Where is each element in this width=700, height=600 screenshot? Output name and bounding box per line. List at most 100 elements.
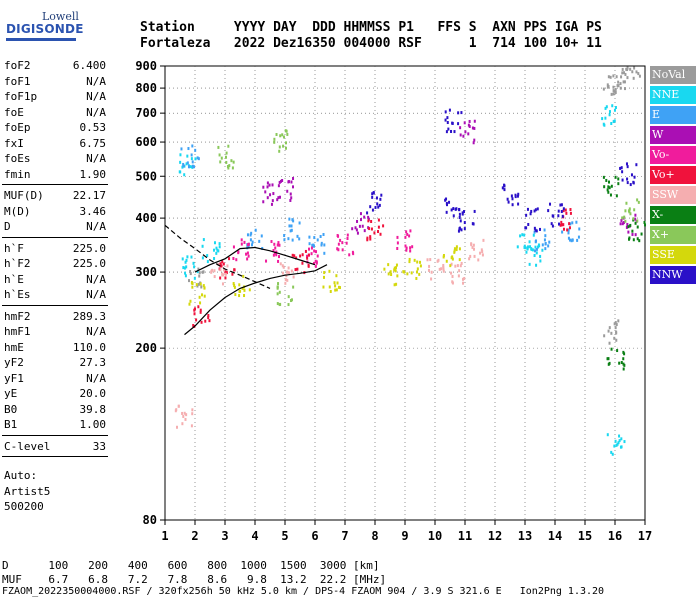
echo-mark-vo- — [224, 270, 227, 274]
echo-mark-nne — [189, 165, 192, 169]
echo-mark-e — [568, 238, 571, 242]
echo-mark-w — [354, 226, 357, 230]
header-value: 714 — [492, 36, 524, 51]
param-value: 27.3 — [79, 356, 107, 369]
echo-mark-e — [544, 247, 547, 251]
echo-mark-x- — [607, 190, 610, 194]
echo-mark-sse — [336, 281, 339, 285]
echo-mark-ssw — [221, 282, 224, 286]
echo-mark-ssw — [470, 243, 473, 247]
echo-mark-vo- — [404, 244, 407, 248]
echo-mark-ssw — [181, 422, 184, 426]
echo-mark-nne — [531, 248, 534, 252]
echo-mark-nne — [218, 242, 221, 246]
legend-item-sse: SSE — [650, 246, 696, 264]
echo-mark-noval — [606, 83, 609, 87]
echo-mark-nne — [215, 251, 218, 255]
echo-mark-nne — [535, 263, 538, 267]
param-separator — [2, 456, 108, 457]
echo-mark-sse — [329, 289, 332, 293]
echo-mark-sse — [453, 247, 456, 251]
echo-mark-x- — [276, 292, 279, 296]
echo-mark-sse — [238, 294, 241, 298]
echo-mark-sse — [202, 284, 205, 288]
echo-mark-sse — [383, 267, 386, 271]
echo-mark-x- — [614, 175, 617, 179]
echo-mark-vo- — [337, 242, 340, 246]
echo-mark-nnw — [525, 213, 528, 217]
echo-mark-vo- — [293, 254, 296, 258]
echo-mark-ssw — [442, 263, 445, 267]
param-separator — [2, 304, 108, 306]
echo-mark-sse — [338, 286, 341, 290]
x-tick-label: 4 — [251, 529, 258, 543]
echo-mark-e — [289, 229, 292, 233]
echo-mark-w — [358, 224, 361, 228]
echo-mark-nnw — [366, 211, 369, 215]
echo-mark-nne — [184, 271, 187, 275]
echo-mark-vo- — [569, 211, 572, 215]
echo-mark-noval — [629, 67, 632, 71]
echo-mark-e — [308, 242, 311, 246]
echo-mark-vo- — [405, 246, 408, 250]
echo-mark-noval — [615, 331, 618, 335]
echo-mark-nnw — [629, 183, 632, 187]
echo-mark-ssw — [438, 267, 441, 271]
param-row: foEs N/A — [2, 151, 108, 167]
echo-mark-ssw — [468, 257, 471, 261]
echo-mark-noval — [619, 82, 622, 86]
echo-mark-vo- — [366, 238, 369, 242]
echo-mark-ssw — [427, 268, 430, 272]
header-value: 350 — [312, 36, 344, 51]
echo-mark-vo- — [308, 247, 311, 251]
echo-mark-w — [467, 132, 470, 136]
echo-mark-vo- — [369, 237, 372, 241]
echo-mark-noval — [619, 86, 622, 90]
echo-mark-noval — [608, 341, 611, 345]
param-name: fmin — [4, 167, 31, 181]
echo-mark-nnw — [501, 186, 504, 190]
echo-mark-nnw — [448, 108, 451, 112]
echo-mark-e — [251, 240, 254, 244]
echo-mark-vo- — [219, 262, 222, 266]
echo-mark-ssw — [472, 247, 475, 251]
param-name: foF1 — [4, 74, 31, 88]
echo-mark-sse — [387, 272, 390, 276]
echo-mark-vo- — [275, 253, 278, 257]
echo-mark-ssw — [210, 270, 213, 274]
echo-mark-nnw — [630, 173, 633, 177]
x-tick-label: 12 — [488, 529, 502, 543]
echo-mark-nne — [186, 255, 189, 259]
echo-mark-nne — [539, 259, 542, 263]
echo-mark-sse — [328, 285, 331, 289]
echo-mark-e — [533, 230, 536, 234]
echo-mark-nnw — [444, 110, 447, 114]
echo-mark-nnw — [450, 208, 453, 212]
echo-mark-sse — [191, 282, 194, 286]
x-tick-label: 6 — [311, 529, 318, 543]
param-value: 1.00 — [79, 418, 107, 431]
echo-mark-nnw — [536, 207, 539, 211]
echo-mark-noval — [620, 75, 623, 79]
echo-mark-nnw — [561, 214, 564, 218]
echo-mark-nne — [190, 255, 193, 259]
echo-mark-x- — [608, 361, 611, 365]
echo-mark-sse — [453, 249, 456, 253]
autoscale-note: Artist5 — [4, 484, 51, 498]
echo-mark-nnw — [507, 200, 510, 204]
echo-mark-noval — [615, 323, 618, 327]
echo-mark-vo- — [272, 249, 275, 253]
echo-mark-vo- — [246, 243, 249, 247]
echo-mark-sse — [234, 293, 237, 297]
echo-mark-nnw — [446, 116, 449, 120]
echo-mark-vo- — [565, 211, 568, 215]
echo-mark-nnw — [461, 212, 464, 216]
echo-mark-x- — [623, 352, 626, 356]
echo-mark-sse — [334, 288, 337, 292]
echo-mark-vo- — [337, 234, 340, 238]
echo-mark-w — [356, 231, 359, 235]
echo-mark-vo- — [277, 255, 280, 259]
echo-mark-e — [247, 245, 250, 249]
echo-mark-w — [266, 196, 269, 200]
echo-mark-w — [463, 121, 466, 125]
